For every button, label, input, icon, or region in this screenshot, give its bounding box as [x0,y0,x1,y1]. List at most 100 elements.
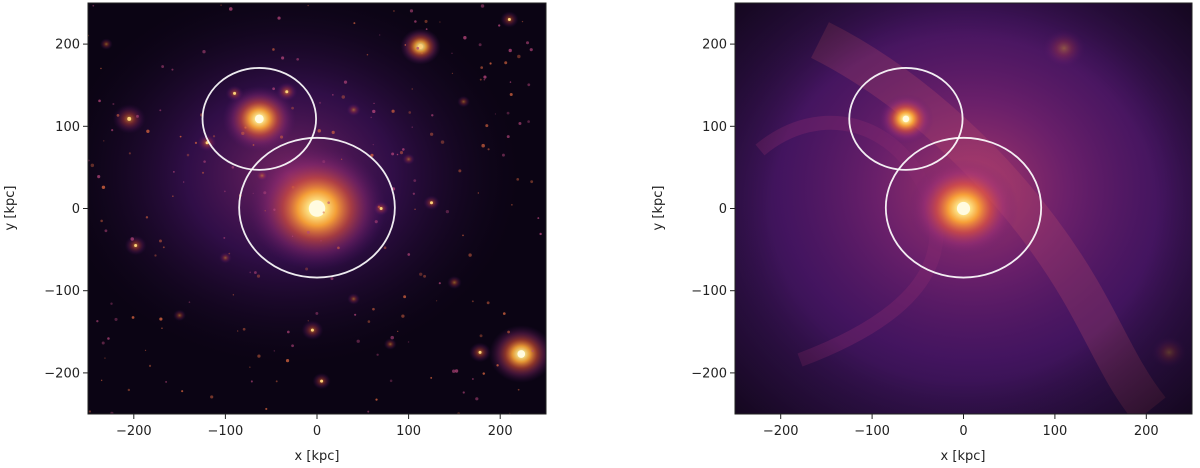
halo-circle-0 [848,67,964,171]
faint-subhalo-dot [291,344,294,348]
faint-subhalo-dot [171,68,174,71]
faint-subhalo-dot [319,101,322,104]
faint-subhalo-dot [486,301,490,305]
faint-subhalo-dot [322,160,326,164]
faint-subhalo-dot [397,330,399,333]
faint-subhalo-dot [372,143,374,146]
faint-subhalo-dot [265,407,268,411]
faint-subhalo-dot [391,152,395,156]
faint-subhalo-dot [320,239,322,242]
faint-subhalo-dot [481,143,485,148]
faint-subhalo-dot [100,379,103,382]
faint-subhalo-dot [518,121,522,125]
faint-subhalo-dot [416,46,420,50]
faint-subhalo-dot [511,204,513,206]
bright-source-17 [173,309,187,322]
faint-subhalo-dot [439,21,441,23]
faint-subhalo-dot [451,52,453,55]
faint-subhalo-dot [389,379,393,383]
bright-source-core-10 [320,379,324,383]
bright-source-core-7 [517,350,526,358]
faint-subhalo-dot [462,391,465,394]
y-tick-label: 200 [55,38,80,53]
bright-source-15 [346,103,361,117]
faint-subhalo-dot [112,102,115,106]
left-y-axis-ticks: −200 −100 0 100 200 [44,38,88,381]
x-tick-label: −200 [116,424,152,439]
faint-subhalo-dot [101,341,105,345]
faint-subhalo-dot [529,48,533,52]
faint-subhalo-dot [272,87,275,91]
faint-subhalo-dot [252,192,254,194]
faint-subhalo-dot [291,106,294,110]
right-x-axis-label: x [kpc] [941,449,986,464]
faint-subhalo-dot [517,54,521,59]
faint-subhalo-dot [101,185,106,190]
faint-subhalo-dot [411,126,413,128]
faint-subhalo-dot [458,169,462,173]
faint-subhalo-dot [390,335,394,340]
faint-subhalo-dot [272,48,275,51]
bright-source-core-1 [254,114,264,124]
faint-subhalo-dot [305,267,309,271]
faint-subhalo-dot [104,357,106,359]
y-tick-label: −100 [691,284,727,299]
faint-subhalo-dot [173,171,175,173]
faint-subhalo-dot [377,205,381,209]
x-tick-label: 0 [959,424,967,439]
faint-subhalo-dot [252,144,255,146]
left-y-axis-label: y [kpc] [3,186,18,231]
faint-subhalo-dot [370,153,374,157]
faint-subhalo-dot [194,141,198,145]
faint-subhalo-dot [396,153,399,156]
faint-subhalo-dot [366,53,369,56]
faint-subhalo-dot [103,140,105,142]
y-tick-label: −100 [44,284,80,299]
faint-subhalo-dot [249,271,252,274]
faint-subhalo-dot [107,337,110,340]
faint-subhalo-dot [165,380,168,383]
left-circles [201,67,396,279]
faint-subhalo-dot [159,317,163,321]
faint-subhalo-dot [411,88,413,90]
faint-subhalo-dot [471,378,474,380]
faint-subhalo-dot [379,34,381,36]
faint-subhalo-dot [401,314,405,318]
faint-subhalo-dot [356,339,360,343]
faint-subhalo-dot [249,366,251,368]
faint-subhalo-dot [88,410,92,413]
faint-subhalo-dot [403,295,407,299]
faint-subhalo-dot [341,95,346,99]
faint-subhalo-dot [162,246,165,249]
faint-subhalo-dot [463,36,467,40]
faint-subhalo-dot [413,179,417,183]
faint-subhalo-dot [330,277,334,281]
faint-subhalo-dot [506,111,510,115]
faint-subhalo-dot [315,311,319,315]
faint-subhalo-dot [241,131,245,135]
faint-subhalo-dot [468,253,472,257]
faint-subhalo-dot [159,109,162,112]
faint-subhalo-dot [367,410,370,413]
bright-source-core-11 [379,207,383,210]
faint-subhalo-dot [210,395,214,399]
faint-subhalo-dot [237,330,239,332]
faint-subhalo-dot [482,372,486,375]
faint-subhalo-dot [480,4,485,8]
bright-source-core-6 [134,243,138,247]
faint-subhalo-dot [483,78,486,81]
left-x-axis-ticks: −200 −100 0 100 200 [116,414,513,439]
halo-circle-1 [884,136,1043,279]
faint-subhalo-dot [145,216,149,219]
faint-subhalo-dot [90,163,95,168]
faint-subhalo-dot [412,192,415,195]
halo-circle-0 [201,67,317,171]
faint-subhalo-dot [494,113,497,115]
faint-subhalo-dot [250,380,253,383]
faint-subhalo-dot [374,220,378,224]
bright-source-core-8 [478,350,482,354]
faint-subhalo-dot [280,135,284,139]
faint-subhalo-dot [275,380,278,383]
faint-subhalo-dot [130,237,134,241]
faint-subhalo-dot [257,354,261,358]
